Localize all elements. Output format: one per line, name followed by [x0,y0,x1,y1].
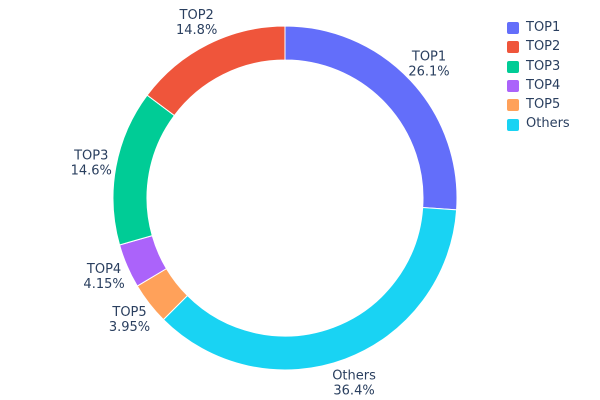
legend-label: TOP4 [526,77,561,93]
legend-label: TOP2 [526,39,561,55]
slice-label-TOP3: TOP3 14.6% [71,148,112,178]
legend-label: Others [526,116,570,132]
pie-slice-TOP3[interactable] [112,94,176,246]
legend-swatch-Others [507,118,519,131]
legend-item-TOP1[interactable]: TOP1 [507,20,570,35]
legend-label: TOP1 [526,20,561,35]
legend-swatch-TOP1 [507,22,519,35]
legend-item-TOP2[interactable]: TOP2 [507,39,570,55]
slice-label-TOP4: TOP4 4.15% [83,262,124,292]
slice-label-Others: Others 36.4% [332,369,376,399]
pie-slice-Others[interactable] [162,206,458,371]
legend: TOP1 TOP2 TOP3 TOP4 TOP5 Others [507,20,570,132]
slice-label-TOP5: TOP5 3.95% [109,305,150,335]
legend-item-TOP3[interactable]: TOP3 [507,58,570,74]
legend-label: TOP3 [526,58,561,74]
slice-label-TOP2: TOP2 14.8% [176,8,217,38]
legend-swatch-TOP5 [507,99,519,112]
legend-item-TOP5[interactable]: TOP5 [507,97,570,113]
legend-item-TOP4[interactable]: TOP4 [507,77,570,93]
legend-swatch-TOP3 [507,60,519,73]
slice-label-TOP1: TOP1 26.1% [408,50,449,80]
pie-slice-TOP2[interactable] [146,25,286,117]
legend-swatch-TOP2 [507,41,519,54]
legend-label: TOP5 [526,97,561,113]
legend-item-Others[interactable]: Others [507,117,570,131]
legend-swatch-TOP4 [507,80,519,93]
